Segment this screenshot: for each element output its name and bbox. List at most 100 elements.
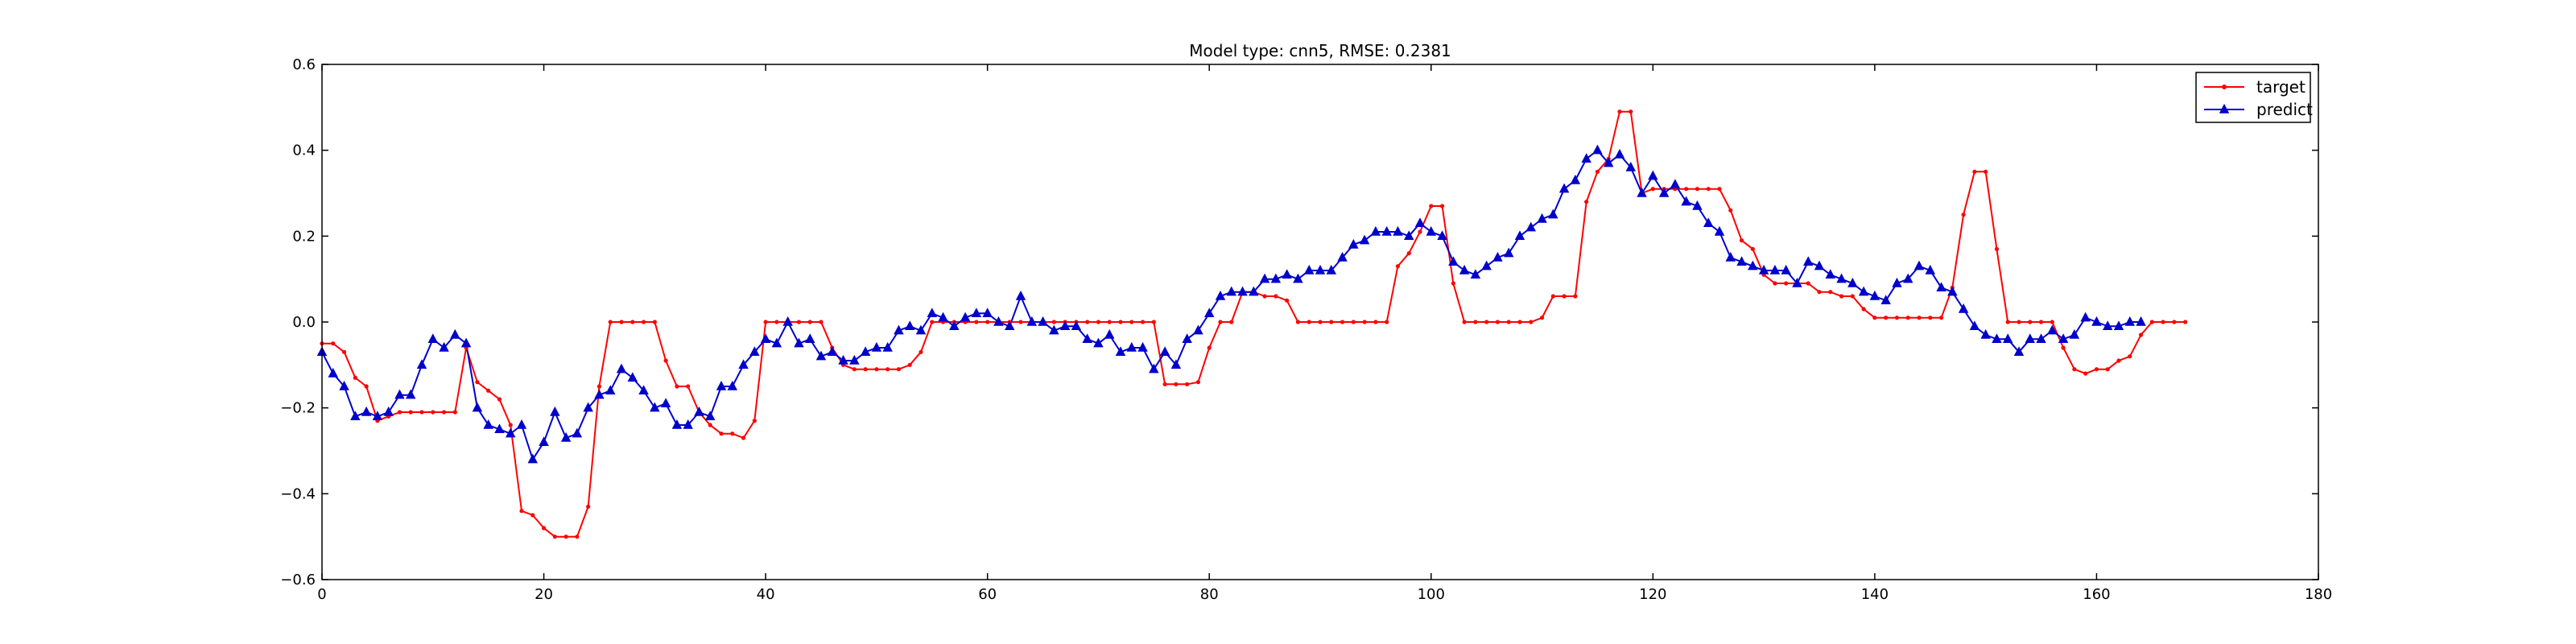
point-target: [1972, 169, 1977, 174]
point-target: [419, 410, 424, 415]
point-predict: [2136, 316, 2146, 326]
x-tick-labels: 0 20 40 60 80 100 120 140 160 180: [317, 586, 2332, 603]
point-target: [1961, 213, 1966, 217]
point-predict: [849, 354, 860, 365]
point-target: [1728, 208, 1733, 213]
point-target: [2017, 320, 2021, 324]
point-predict: [1969, 320, 1980, 331]
y-tick-label: 0.2: [292, 228, 316, 245]
point-predict: [1836, 273, 1847, 283]
point-predict: [1880, 295, 1891, 305]
point-predict: [1703, 217, 1714, 228]
point-target: [608, 320, 613, 324]
point-target: [719, 431, 724, 436]
point-predict: [738, 359, 749, 369]
point-target: [1174, 382, 1179, 386]
point-predict: [460, 337, 472, 348]
point-predict: [427, 333, 439, 344]
point-target: [1884, 316, 1889, 320]
point-predict: [1902, 273, 1913, 283]
point-predict: [882, 341, 893, 352]
point-predict: [1381, 225, 1392, 236]
point-target: [641, 320, 646, 324]
point-predict: [1249, 286, 1259, 296]
point-predict: [583, 402, 593, 412]
point-predict: [1725, 251, 1736, 262]
point-predict: [716, 380, 727, 390]
point-predict: [605, 385, 616, 395]
point-target: [1218, 320, 1223, 324]
point-target: [852, 367, 857, 372]
point-predict: [2102, 320, 2113, 331]
point-target: [763, 320, 768, 324]
point-target: [2072, 367, 2077, 372]
point-predict: [1603, 157, 1614, 167]
point-predict: [1203, 308, 1215, 318]
point-predict: [683, 419, 693, 429]
point-predict: [727, 380, 738, 390]
point-predict: [539, 436, 549, 447]
point-predict: [2025, 333, 2036, 344]
point-target: [752, 419, 757, 423]
point-predict: [871, 341, 882, 352]
point-predict: [771, 337, 782, 348]
point-target: [1439, 204, 1445, 208]
x-tick-label: 80: [1200, 586, 1219, 603]
point-target: [1495, 320, 1501, 324]
point-predict: [1736, 256, 1747, 266]
point-predict: [1913, 260, 1925, 270]
point-predict: [1359, 234, 1370, 245]
point-predict: [1714, 225, 1725, 236]
point-target: [1207, 345, 1212, 350]
point-predict: [815, 350, 827, 361]
point-predict: [993, 316, 1004, 326]
point-target: [807, 320, 812, 324]
point-predict: [838, 354, 848, 365]
point-target: [1295, 320, 1301, 324]
point-predict: [594, 389, 605, 399]
point-target: [1750, 246, 1755, 251]
point-predict: [339, 380, 349, 390]
point-predict: [1049, 324, 1059, 335]
point-predict: [372, 411, 383, 421]
point-predict: [1481, 260, 1492, 270]
point-predict: [560, 431, 572, 442]
point-target: [331, 341, 336, 346]
point-target: [1839, 294, 1844, 299]
point-predict: [1149, 363, 1159, 374]
point-predict: [2002, 333, 2013, 344]
point-target: [2183, 320, 2188, 324]
point-predict: [1293, 273, 1303, 283]
point-target: [1905, 316, 1910, 320]
y-tick-label: −0.6: [280, 572, 316, 588]
y-tick-label: 0.6: [292, 56, 316, 73]
point-predict: [2047, 324, 2058, 335]
point-target: [1629, 109, 1633, 114]
point-predict: [1758, 264, 1769, 275]
point-target: [1717, 187, 1722, 192]
point-target: [1529, 320, 1534, 324]
point-target: [2094, 367, 2099, 372]
point-target: [1140, 320, 1146, 324]
point-predict: [516, 419, 527, 429]
point-predict: [1503, 247, 1514, 258]
point-predict: [494, 423, 505, 434]
point-predict: [1348, 238, 1359, 249]
point-predict: [616, 363, 627, 374]
point-predict: [1470, 269, 1481, 279]
point-predict: [971, 308, 982, 318]
point-predict: [416, 359, 427, 369]
point-target: [1262, 294, 1267, 299]
point-target: [1806, 281, 1810, 286]
point-predict: [1492, 251, 1503, 262]
point-predict: [1537, 213, 1547, 223]
point-predict: [1525, 221, 1537, 232]
point-predict: [1215, 290, 1226, 300]
point-target: [2038, 320, 2044, 324]
point-target: [985, 320, 990, 324]
point-target: [1550, 294, 1555, 299]
point-predict: [2036, 333, 2046, 344]
point-predict: [1625, 161, 1637, 171]
point-target: [819, 320, 824, 324]
point-target: [2138, 332, 2144, 337]
